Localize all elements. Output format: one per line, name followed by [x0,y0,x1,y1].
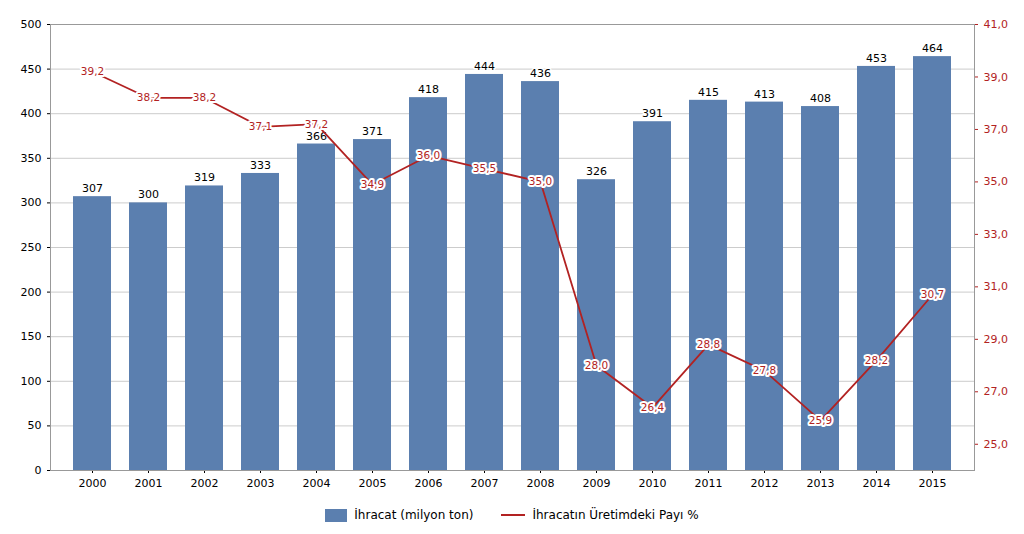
svg-text:2003: 2003 [247,477,275,490]
svg-text:39,0: 39,0 [984,70,1009,83]
svg-text:27,8: 27,8 [753,364,776,376]
svg-text:2006: 2006 [415,477,443,490]
svg-text:453: 453 [866,52,887,65]
svg-text:2014: 2014 [863,477,891,490]
svg-text:326: 326 [586,165,607,178]
svg-text:366: 366 [306,129,327,143]
svg-text:415: 415 [698,86,719,99]
svg-text:30,7: 30,7 [921,288,944,300]
svg-text:39,2: 39,2 [81,65,104,77]
svg-text:500: 500 [21,18,42,31]
svg-text:250: 250 [21,241,42,254]
svg-text:50: 50 [28,419,42,432]
svg-text:2000: 2000 [79,477,107,490]
svg-text:2009: 2009 [583,477,611,490]
svg-text:0: 0 [35,464,42,477]
svg-text:200: 200 [21,286,42,299]
html-text:İhracat (milyon ton): İhracat (milyon ton) [354,508,474,522]
svg-text:37,1: 37,1 [249,120,272,132]
html-text:İhracatın Üretimdeki Payı %: İhracatın Üretimdeki Payı % [532,508,699,522]
svg-text:436: 436 [530,67,551,80]
svg-text:371: 371 [362,125,383,138]
svg-text:300: 300 [21,196,42,209]
svg-text:300: 300 [138,188,159,201]
svg-text:41,0: 41,0 [984,18,1009,31]
svg-text:418: 418 [418,83,439,96]
svg-text:29,0: 29,0 [984,333,1009,346]
svg-text:38,2: 38,2 [193,91,216,103]
svg-text:27,0: 27,0 [984,385,1009,398]
svg-text:2013: 2013 [807,477,835,490]
svg-text:100: 100 [21,375,42,388]
svg-text:35,0: 35,0 [529,175,552,187]
svg-text:35,5: 35,5 [473,162,496,174]
svg-text:2008: 2008 [527,477,555,490]
svg-text:333: 333 [250,159,271,172]
svg-text:350: 350 [21,152,42,165]
svg-text:413: 413 [754,88,775,101]
svg-text:33,0: 33,0 [984,228,1009,241]
svg-text:400: 400 [21,107,42,120]
svg-text:25,0: 25,0 [984,438,1009,451]
svg-text:444: 444 [474,60,495,73]
svg-text:2012: 2012 [751,477,779,490]
svg-text:408: 408 [810,92,831,105]
svg-text:2010: 2010 [639,477,667,490]
svg-text:307: 307 [82,182,103,195]
svg-text:36,0: 36,0 [417,149,440,161]
svg-text:450: 450 [21,63,42,76]
svg-text:464: 464 [922,42,943,55]
svg-text:37,0: 37,0 [984,123,1009,136]
svg-text:38,2: 38,2 [137,91,160,103]
svg-text:35,0: 35,0 [984,175,1009,188]
svg-text:319: 319 [194,171,215,184]
svg-text:28,2: 28,2 [865,354,888,366]
svg-text:37,2: 37,2 [305,118,328,130]
svg-text:2004: 2004 [303,477,331,490]
svg-text:2001: 2001 [135,477,163,490]
svg-text:2005: 2005 [359,477,387,490]
svg-text:2007: 2007 [471,477,499,490]
svg-text:2011: 2011 [695,477,723,490]
svg-text:34,9: 34,9 [361,178,384,190]
svg-text:28,0: 28,0 [585,359,608,371]
svg-text:391: 391 [642,107,663,120]
svg-text:2015: 2015 [919,477,947,490]
svg-text:150: 150 [21,330,42,343]
svg-text:28,8: 28,8 [697,338,720,350]
svg-text:31,0: 31,0 [984,280,1009,293]
svg-text:26,4: 26,4 [641,401,665,413]
svg-text:2002: 2002 [191,477,219,490]
svg-text:25,9: 25,9 [809,414,832,426]
